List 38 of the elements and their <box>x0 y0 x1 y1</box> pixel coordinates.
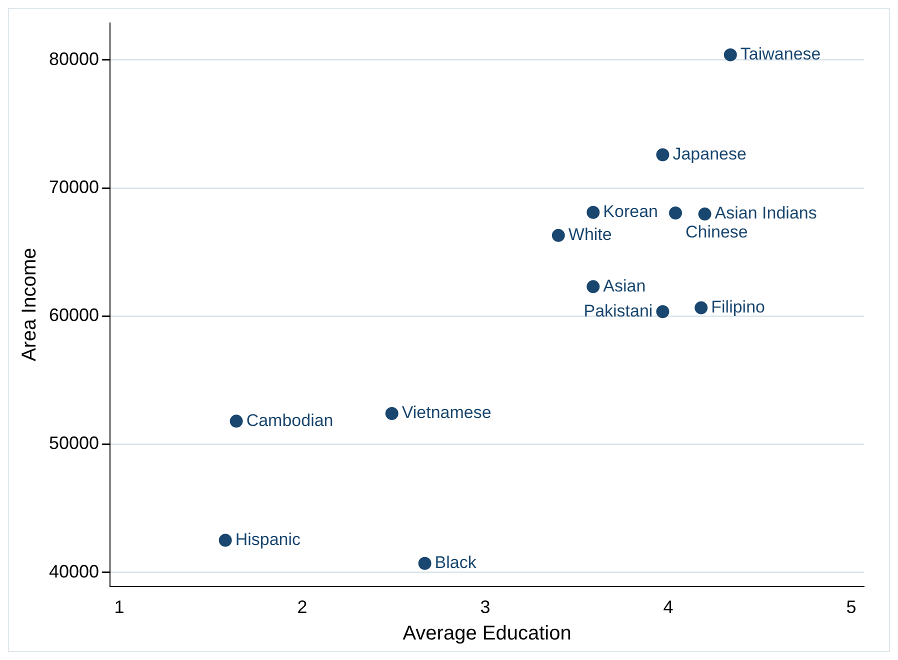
annotation: Hispanic <box>235 530 302 549</box>
annotation: Black <box>434 553 477 572</box>
x-tick-label: 2 <box>297 597 308 618</box>
point <box>552 228 565 242</box>
point <box>694 301 708 314</box>
annotation: Pakistani <box>584 301 653 320</box>
y-tick-label: 50000 <box>48 433 100 454</box>
point <box>418 556 432 570</box>
annotation: Filipino <box>711 297 765 316</box>
annotation: Japanese <box>672 144 746 164</box>
point <box>724 48 737 62</box>
annotation: Cambodian <box>246 410 334 430</box>
point <box>218 534 232 547</box>
point <box>586 206 600 219</box>
annotation: Chinese <box>686 222 748 242</box>
point <box>586 280 600 294</box>
annotation: Vietnamese <box>402 403 492 422</box>
y-tick-label: 80000 <box>48 48 100 69</box>
point <box>656 148 670 162</box>
x-tick-label: 5 <box>846 597 856 618</box>
annotation: Asian Indians <box>714 204 817 223</box>
x-tick-label: 4 <box>663 597 674 618</box>
annotation: Asian <box>603 276 646 296</box>
x-tick-label: 3 <box>480 597 490 618</box>
y-tick-label: 40000 <box>48 561 100 582</box>
point <box>385 406 398 420</box>
y-tick-label: 60000 <box>48 305 100 326</box>
y-tick-label: 70000 <box>48 177 100 198</box>
y-axis-title: Area Income <box>18 248 41 362</box>
annotation: White <box>568 225 612 244</box>
point <box>669 206 682 220</box>
point <box>656 305 670 318</box>
x-axis-title: Average Education <box>402 622 572 645</box>
point <box>698 208 712 221</box>
annotation: Korean <box>603 202 658 222</box>
point <box>230 414 243 428</box>
annotation: Taiwanese <box>740 44 821 64</box>
x-tick-label: 1 <box>114 597 124 618</box>
